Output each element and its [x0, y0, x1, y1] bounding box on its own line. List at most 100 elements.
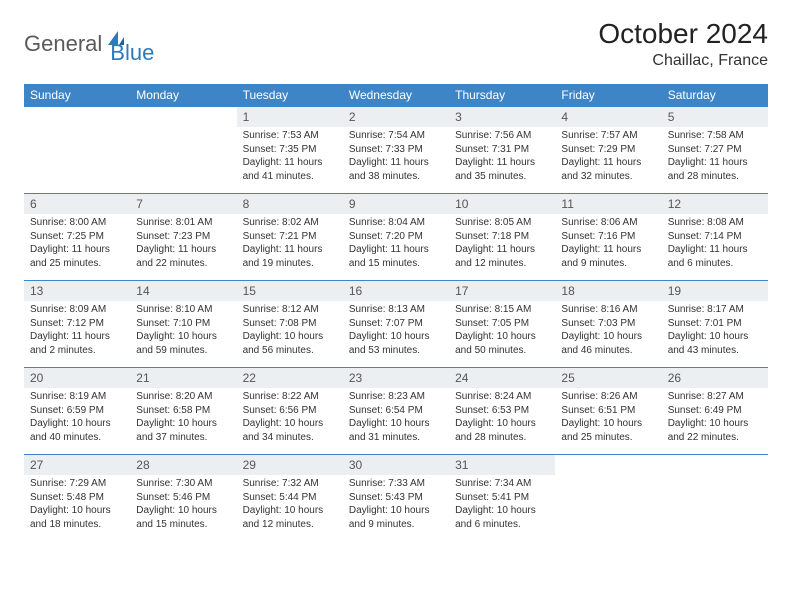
sunset-text: Sunset: 5:43 PM: [349, 491, 443, 505]
sunset-text: Sunset: 7:29 PM: [561, 143, 655, 157]
sunset-text: Sunset: 7:10 PM: [136, 317, 230, 331]
sunrise-text: Sunrise: 8:24 AM: [455, 390, 549, 404]
day-detail-cell: Sunrise: 7:33 AMSunset: 5:43 PMDaylight:…: [343, 475, 449, 541]
location-label: Chaillac, France: [598, 52, 768, 70]
sunrise-text: Sunrise: 8:12 AM: [243, 303, 337, 317]
sunset-text: Sunset: 5:41 PM: [455, 491, 549, 505]
day-detail-cell: [130, 127, 236, 194]
day-number-cell: 5: [662, 107, 768, 128]
day-detail-cell: Sunrise: 8:17 AMSunset: 7:01 PMDaylight:…: [662, 301, 768, 368]
daylight-text: Daylight: 11 hours and 32 minutes.: [561, 156, 655, 183]
day-detail-row: Sunrise: 8:00 AMSunset: 7:25 PMDaylight:…: [24, 214, 768, 281]
sunset-text: Sunset: 7:18 PM: [455, 230, 549, 244]
daylight-text: Daylight: 10 hours and 56 minutes.: [243, 330, 337, 357]
sunrise-text: Sunrise: 7:53 AM: [243, 129, 337, 143]
day-detail-cell: Sunrise: 7:30 AMSunset: 5:46 PMDaylight:…: [130, 475, 236, 541]
day-detail-cell: Sunrise: 8:26 AMSunset: 6:51 PMDaylight:…: [555, 388, 661, 455]
dow-header: Friday: [555, 84, 661, 107]
daylight-text: Daylight: 11 hours and 22 minutes.: [136, 243, 230, 270]
daylight-text: Daylight: 10 hours and 40 minutes.: [30, 417, 124, 444]
day-detail-cell: Sunrise: 8:22 AMSunset: 6:56 PMDaylight:…: [237, 388, 343, 455]
sunrise-text: Sunrise: 8:02 AM: [243, 216, 337, 230]
day-number-cell: 12: [662, 194, 768, 215]
day-detail-cell: Sunrise: 7:54 AMSunset: 7:33 PMDaylight:…: [343, 127, 449, 194]
day-number-cell: [130, 107, 236, 128]
day-number-cell: 1: [237, 107, 343, 128]
dow-header: Sunday: [24, 84, 130, 107]
sunrise-text: Sunrise: 8:01 AM: [136, 216, 230, 230]
logo: General Blue: [24, 18, 154, 66]
sunrise-text: Sunrise: 8:08 AM: [668, 216, 762, 230]
day-detail-cell: Sunrise: 8:27 AMSunset: 6:49 PMDaylight:…: [662, 388, 768, 455]
day-number-cell: 3: [449, 107, 555, 128]
sunrise-text: Sunrise: 8:17 AM: [668, 303, 762, 317]
day-detail-cell: Sunrise: 8:09 AMSunset: 7:12 PMDaylight:…: [24, 301, 130, 368]
sunset-text: Sunset: 7:33 PM: [349, 143, 443, 157]
day-number-cell: 25: [555, 368, 661, 389]
day-number-cell: 11: [555, 194, 661, 215]
daylight-text: Daylight: 11 hours and 35 minutes.: [455, 156, 549, 183]
day-detail-cell: Sunrise: 7:53 AMSunset: 7:35 PMDaylight:…: [237, 127, 343, 194]
day-detail-cell: Sunrise: 8:10 AMSunset: 7:10 PMDaylight:…: [130, 301, 236, 368]
day-detail-cell: Sunrise: 7:58 AMSunset: 7:27 PMDaylight:…: [662, 127, 768, 194]
day-detail-cell: [662, 475, 768, 541]
dow-header: Saturday: [662, 84, 768, 107]
logo-text-general: General: [24, 31, 102, 57]
sunset-text: Sunset: 6:58 PM: [136, 404, 230, 418]
day-number-cell: 4: [555, 107, 661, 128]
day-detail-cell: Sunrise: 8:19 AMSunset: 6:59 PMDaylight:…: [24, 388, 130, 455]
daylight-text: Daylight: 11 hours and 19 minutes.: [243, 243, 337, 270]
sunrise-text: Sunrise: 7:33 AM: [349, 477, 443, 491]
sunrise-text: Sunrise: 8:26 AM: [561, 390, 655, 404]
sunset-text: Sunset: 7:35 PM: [243, 143, 337, 157]
day-number-cell: 13: [24, 281, 130, 302]
day-number-row: 12345: [24, 107, 768, 128]
day-number-cell: 26: [662, 368, 768, 389]
title-block: October 2024 Chaillac, France: [598, 18, 768, 70]
sunset-text: Sunset: 6:51 PM: [561, 404, 655, 418]
day-detail-row: Sunrise: 7:29 AMSunset: 5:48 PMDaylight:…: [24, 475, 768, 541]
day-detail-cell: Sunrise: 8:00 AMSunset: 7:25 PMDaylight:…: [24, 214, 130, 281]
sunrise-text: Sunrise: 8:16 AM: [561, 303, 655, 317]
day-detail-cell: Sunrise: 7:34 AMSunset: 5:41 PMDaylight:…: [449, 475, 555, 541]
daylight-text: Daylight: 10 hours and 43 minutes.: [668, 330, 762, 357]
sunset-text: Sunset: 7:07 PM: [349, 317, 443, 331]
daylight-text: Daylight: 11 hours and 28 minutes.: [668, 156, 762, 183]
day-detail-cell: Sunrise: 8:13 AMSunset: 7:07 PMDaylight:…: [343, 301, 449, 368]
day-number-cell: 17: [449, 281, 555, 302]
sunrise-text: Sunrise: 7:30 AM: [136, 477, 230, 491]
day-detail-cell: Sunrise: 7:29 AMSunset: 5:48 PMDaylight:…: [24, 475, 130, 541]
day-detail-row: Sunrise: 8:09 AMSunset: 7:12 PMDaylight:…: [24, 301, 768, 368]
day-number-cell: 21: [130, 368, 236, 389]
daylight-text: Daylight: 11 hours and 12 minutes.: [455, 243, 549, 270]
sunset-text: Sunset: 7:03 PM: [561, 317, 655, 331]
sunrise-text: Sunrise: 8:13 AM: [349, 303, 443, 317]
daylight-text: Daylight: 10 hours and 9 minutes.: [349, 504, 443, 531]
day-number-cell: [24, 107, 130, 128]
daylight-text: Daylight: 10 hours and 53 minutes.: [349, 330, 443, 357]
sunrise-text: Sunrise: 7:32 AM: [243, 477, 337, 491]
sunrise-text: Sunrise: 8:06 AM: [561, 216, 655, 230]
day-detail-cell: Sunrise: 8:06 AMSunset: 7:16 PMDaylight:…: [555, 214, 661, 281]
daylight-text: Daylight: 11 hours and 38 minutes.: [349, 156, 443, 183]
day-number-row: 20212223242526: [24, 368, 768, 389]
day-detail-cell: Sunrise: 8:08 AMSunset: 7:14 PMDaylight:…: [662, 214, 768, 281]
daylight-text: Daylight: 10 hours and 50 minutes.: [455, 330, 549, 357]
day-detail-cell: Sunrise: 8:24 AMSunset: 6:53 PMDaylight:…: [449, 388, 555, 455]
header: General Blue October 2024 Chaillac, Fran…: [24, 18, 768, 70]
sunrise-text: Sunrise: 8:05 AM: [455, 216, 549, 230]
day-number-row: 6789101112: [24, 194, 768, 215]
daylight-text: Daylight: 10 hours and 59 minutes.: [136, 330, 230, 357]
sunrise-text: Sunrise: 7:56 AM: [455, 129, 549, 143]
sunset-text: Sunset: 7:31 PM: [455, 143, 549, 157]
day-number-cell: 24: [449, 368, 555, 389]
sunset-text: Sunset: 6:56 PM: [243, 404, 337, 418]
daylight-text: Daylight: 10 hours and 18 minutes.: [30, 504, 124, 531]
sunset-text: Sunset: 5:46 PM: [136, 491, 230, 505]
sunrise-text: Sunrise: 7:58 AM: [668, 129, 762, 143]
day-number-cell: 22: [237, 368, 343, 389]
day-detail-cell: [555, 475, 661, 541]
dow-header: Thursday: [449, 84, 555, 107]
sunrise-text: Sunrise: 8:00 AM: [30, 216, 124, 230]
dow-header: Monday: [130, 84, 236, 107]
